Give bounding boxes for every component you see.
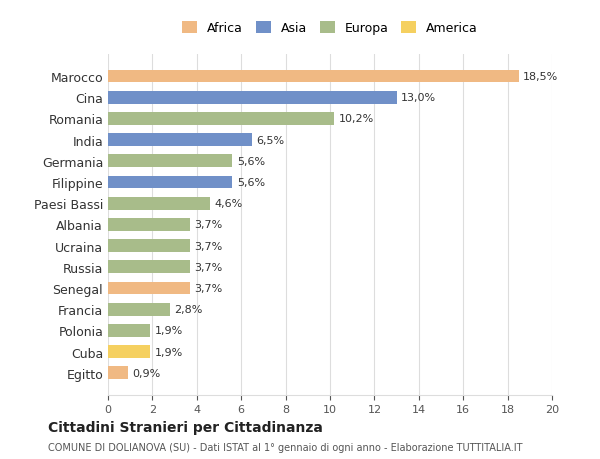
Bar <box>108 134 253 147</box>
Bar <box>108 92 397 104</box>
Legend: Africa, Asia, Europa, America: Africa, Asia, Europa, America <box>178 17 482 40</box>
Bar <box>108 176 232 189</box>
Text: 10,2%: 10,2% <box>339 114 374 124</box>
Text: 13,0%: 13,0% <box>401 93 436 103</box>
Text: 18,5%: 18,5% <box>523 72 559 82</box>
Bar <box>108 218 190 231</box>
Text: 3,7%: 3,7% <box>194 241 223 251</box>
Bar <box>108 261 190 274</box>
Bar <box>108 240 190 252</box>
Text: 2,8%: 2,8% <box>175 304 203 314</box>
Text: 3,7%: 3,7% <box>194 220 223 230</box>
Bar <box>108 113 334 125</box>
Text: 3,7%: 3,7% <box>194 283 223 293</box>
Text: Cittadini Stranieri per Cittadinanza: Cittadini Stranieri per Cittadinanza <box>48 420 323 435</box>
Text: 4,6%: 4,6% <box>215 199 243 209</box>
Bar <box>108 282 190 295</box>
Bar <box>108 71 519 83</box>
Bar <box>108 303 170 316</box>
Text: COMUNE DI DOLIANOVA (SU) - Dati ISTAT al 1° gennaio di ogni anno - Elaborazione : COMUNE DI DOLIANOVA (SU) - Dati ISTAT al… <box>48 442 523 452</box>
Text: 3,7%: 3,7% <box>194 262 223 272</box>
Bar <box>108 197 210 210</box>
Text: 1,9%: 1,9% <box>155 326 183 336</box>
Text: 1,9%: 1,9% <box>155 347 183 357</box>
Text: 5,6%: 5,6% <box>237 178 265 188</box>
Text: 5,6%: 5,6% <box>237 157 265 167</box>
Bar <box>108 346 150 358</box>
Text: 6,5%: 6,5% <box>257 135 285 146</box>
Bar <box>108 367 128 379</box>
Bar <box>108 155 232 168</box>
Text: 0,9%: 0,9% <box>133 368 161 378</box>
Bar <box>108 325 150 337</box>
